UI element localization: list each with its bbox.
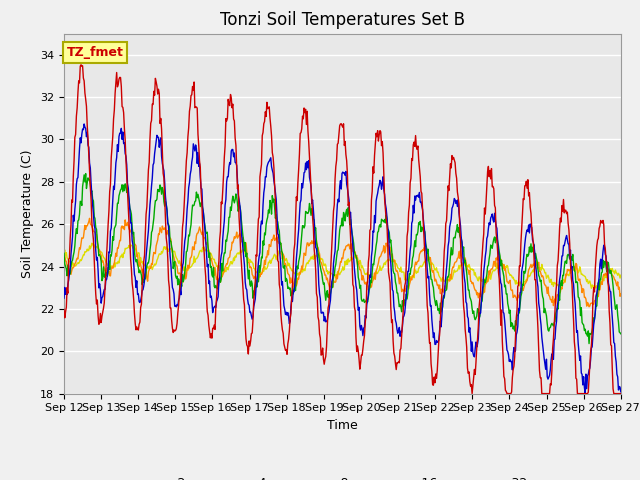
X-axis label: Time: Time [327, 419, 358, 432]
Legend: -2cm, -4cm, -8cm, -16cm, -32cm: -2cm, -4cm, -8cm, -16cm, -32cm [133, 472, 552, 480]
Y-axis label: Soil Temperature (C): Soil Temperature (C) [22, 149, 35, 278]
Text: TZ_fmet: TZ_fmet [67, 46, 124, 59]
Title: Tonzi Soil Temperatures Set B: Tonzi Soil Temperatures Set B [220, 11, 465, 29]
